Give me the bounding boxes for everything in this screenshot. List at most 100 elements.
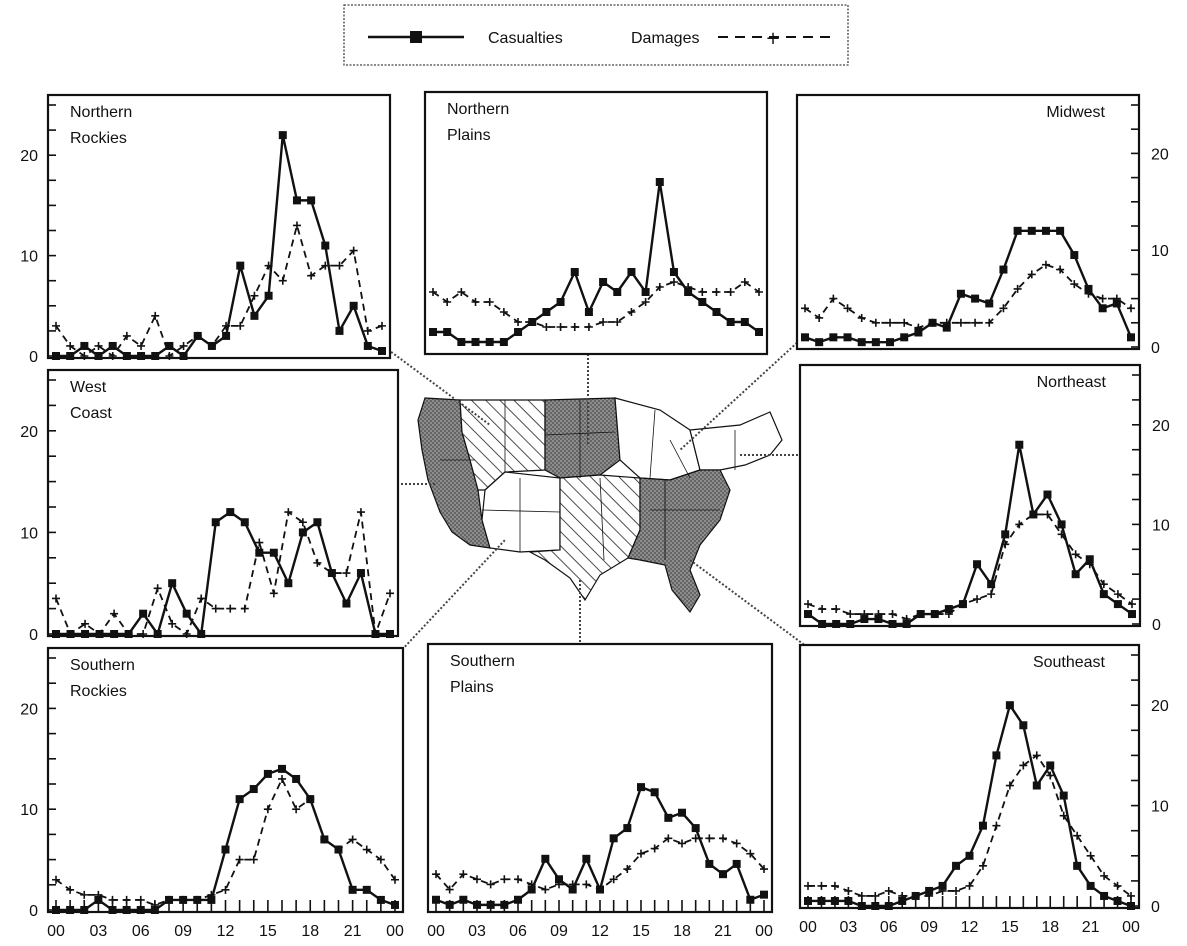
damages-point [153, 584, 162, 593]
panel-frame [795, 93, 1141, 351]
damages-point [760, 865, 768, 874]
x-tick-label: 15 [259, 923, 277, 940]
damages-point [81, 619, 90, 628]
damages-point [930, 610, 939, 619]
panel-title: Coast [70, 405, 112, 422]
casualties-point [278, 764, 286, 773]
damages-point [95, 630, 104, 638]
y-tick-label: 20 [20, 701, 38, 718]
damages-point [1084, 289, 1093, 298]
damages-point [457, 288, 466, 296]
damages-point [900, 318, 909, 327]
panel-title: Rockies [70, 683, 127, 700]
x-tick-label: 12 [961, 919, 979, 936]
casualties-point [914, 328, 923, 337]
damages-point [555, 880, 563, 889]
casualties-point [235, 795, 244, 804]
x-tick-label: 12 [591, 923, 609, 940]
casualties-point [307, 196, 316, 205]
casualties-point [978, 821, 987, 830]
casualties-point [871, 338, 880, 347]
casualties-point [760, 890, 768, 899]
damages-point [432, 870, 440, 879]
damages-point [650, 844, 659, 853]
damages-point [678, 839, 686, 848]
damages-point [139, 630, 148, 638]
damages-point [1041, 260, 1050, 269]
casualties-point [94, 895, 103, 904]
casualties-point [623, 824, 632, 833]
casualties-point [832, 620, 841, 628]
damages-point [263, 805, 272, 814]
casualties-point [1059, 791, 1068, 800]
damages-point [320, 835, 329, 844]
panel-title: Northeast [1037, 374, 1107, 391]
x-tick-label: 00 [386, 923, 404, 940]
damages-point [179, 895, 188, 904]
panel-frame [798, 643, 1141, 910]
casualties-point [844, 896, 853, 905]
damages-point [52, 875, 60, 884]
damages-point [66, 341, 75, 350]
damages-point [207, 341, 216, 350]
casualties-point [151, 352, 160, 360]
casualties-point [712, 308, 721, 316]
damages-point [641, 298, 650, 306]
damages-point [66, 630, 75, 638]
damages-point [888, 610, 897, 619]
casualties-point [655, 178, 664, 186]
casualties-point [349, 301, 358, 310]
damages-point [362, 845, 371, 854]
casualties-point [1086, 881, 1095, 890]
damages-point [818, 605, 827, 614]
casualties-point [846, 620, 855, 628]
y-tick-label: 10 [20, 802, 38, 819]
damages-point [292, 805, 301, 814]
casualties-point [1005, 701, 1014, 710]
damages-point [1099, 580, 1108, 589]
casualties-point [52, 352, 60, 360]
legend-damages-label: Damages [631, 30, 699, 47]
casualties-point [66, 352, 75, 360]
damages-point [1100, 871, 1109, 880]
damages-point [80, 352, 89, 360]
casualties-point [80, 906, 89, 914]
damages-point [80, 890, 89, 899]
x-tick-label: 09 [550, 923, 568, 940]
map-northeast [689, 411, 783, 471]
y-tick-label: 0 [1152, 617, 1161, 634]
casualties-point [363, 341, 372, 350]
casualties-point [249, 785, 258, 794]
damages-point [221, 885, 230, 894]
casualties-point [698, 298, 707, 306]
damages-point [958, 600, 967, 609]
casualties-point [432, 895, 440, 904]
damages-point [1057, 530, 1066, 539]
casualties-point [255, 548, 264, 557]
casualties-point [1113, 896, 1122, 905]
damages-point [527, 880, 536, 889]
y-tick-label: 20 [1152, 418, 1170, 435]
damages-point [255, 538, 264, 547]
casualties-point [609, 834, 618, 843]
casualties-point [971, 294, 980, 303]
damages-point [327, 569, 336, 578]
damages-point [1098, 294, 1107, 303]
damages-point [292, 221, 301, 230]
x-tick-label: 21 [714, 923, 732, 940]
y-tick-label: 10 [1151, 799, 1169, 816]
damages-line [804, 263, 1132, 329]
casualties-point [471, 338, 480, 346]
casualties-point [613, 288, 622, 296]
damages-point [1046, 771, 1055, 780]
damages-point [514, 318, 523, 326]
damages-point [500, 875, 509, 884]
casualties-point [298, 528, 307, 537]
casualties-point [1113, 600, 1122, 609]
damages-point [830, 881, 839, 890]
x-tick-label: 00 [1122, 919, 1140, 936]
casualties-point [1046, 761, 1055, 770]
panel-west-coast: 0 10 20 West Coast [20, 368, 400, 644]
damages-point [1056, 265, 1065, 274]
damages-point [52, 594, 60, 603]
